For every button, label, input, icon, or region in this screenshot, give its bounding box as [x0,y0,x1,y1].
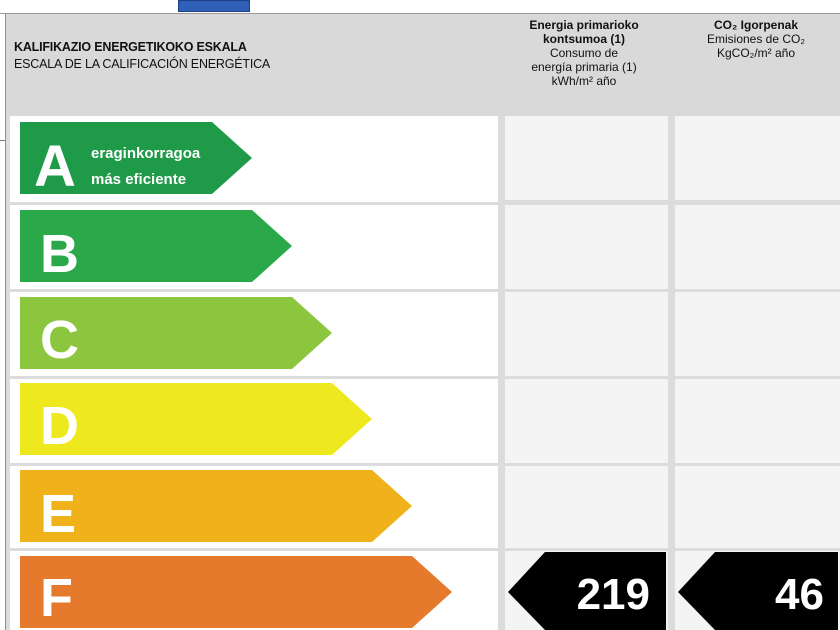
energy-result-marker: 219 [508,552,666,630]
class-e-arrow: E [20,470,412,544]
co2-result-marker: 46 [678,552,838,630]
energy-header-line-3: Consumo de [549,46,619,60]
co2-result-value: 46 [775,570,824,619]
class-f-letter: F [40,568,73,628]
class-d-letter: D [40,396,79,456]
blue-tab [178,0,250,12]
class-b-shape [20,210,292,282]
class-f-arrow: F [20,556,452,628]
class-a-letter: A [34,134,76,199]
energy-column-header: Energia primarioko kontsumoa (1) Consumo… [500,18,668,88]
class-d-shape [20,383,372,455]
efficiency-note-spanish: más eficiente [91,171,186,188]
energy-cell-b [505,205,668,289]
co2-header-line-1: CO₂ Igorpenak [713,18,798,32]
class-f-shape [20,556,452,628]
co2-cell-d [675,379,840,463]
class-d-arrow: D [20,383,372,456]
class-c-letter: C [40,310,79,370]
co2-header-line-2: Emisiones de CO₂ [706,32,806,46]
co2-result-shape [678,552,838,630]
co2-cell-b [675,205,840,289]
scale-title-spanish: ESCALA DE LA CALIFICACIÓN ENERGÉTICA [14,57,271,71]
energy-header-line-2: kontsumoa (1) [542,32,625,46]
energy-result-value: 219 [577,570,650,619]
class-c-arrow: C [20,297,332,370]
co2-cell-a [675,116,840,200]
scale-title-basque: KALIFIKAZIO ENERGETIKOKO ESKALA [14,40,247,54]
label-header [6,14,840,116]
class-c-shape [20,297,332,369]
energy-cell-c [505,292,668,376]
co2-cell-e [675,466,840,548]
energy-cell-a [505,116,668,200]
class-e-shape [20,470,412,542]
energy-cell-d [505,379,668,463]
energy-header-line-1: Energia primarioko [529,18,639,32]
energy-header-line-5: kWh/m² año [551,74,617,88]
efficiency-note-basque: eraginkorragoa [91,145,201,162]
co2-cell-c [675,292,840,376]
energy-header-line-4: energía primaria (1) [531,60,637,74]
energy-cell-e [505,466,668,548]
class-a-arrow: A eraginkorragoa más eficiente [20,122,252,199]
co2-column-header: CO₂ Igorpenak Emisiones de CO₂ KgCO₂/m² … [672,18,840,60]
margin-tick [0,140,5,141]
energy-result-shape [508,552,666,630]
class-a-shape [20,122,252,194]
class-b-arrow: B [20,210,292,284]
class-b-letter: B [40,224,79,284]
top-strip [0,0,840,14]
co2-header-line-3: KgCO₂/m² año [716,46,796,60]
divider [0,13,840,14]
class-e-letter: E [40,484,76,544]
